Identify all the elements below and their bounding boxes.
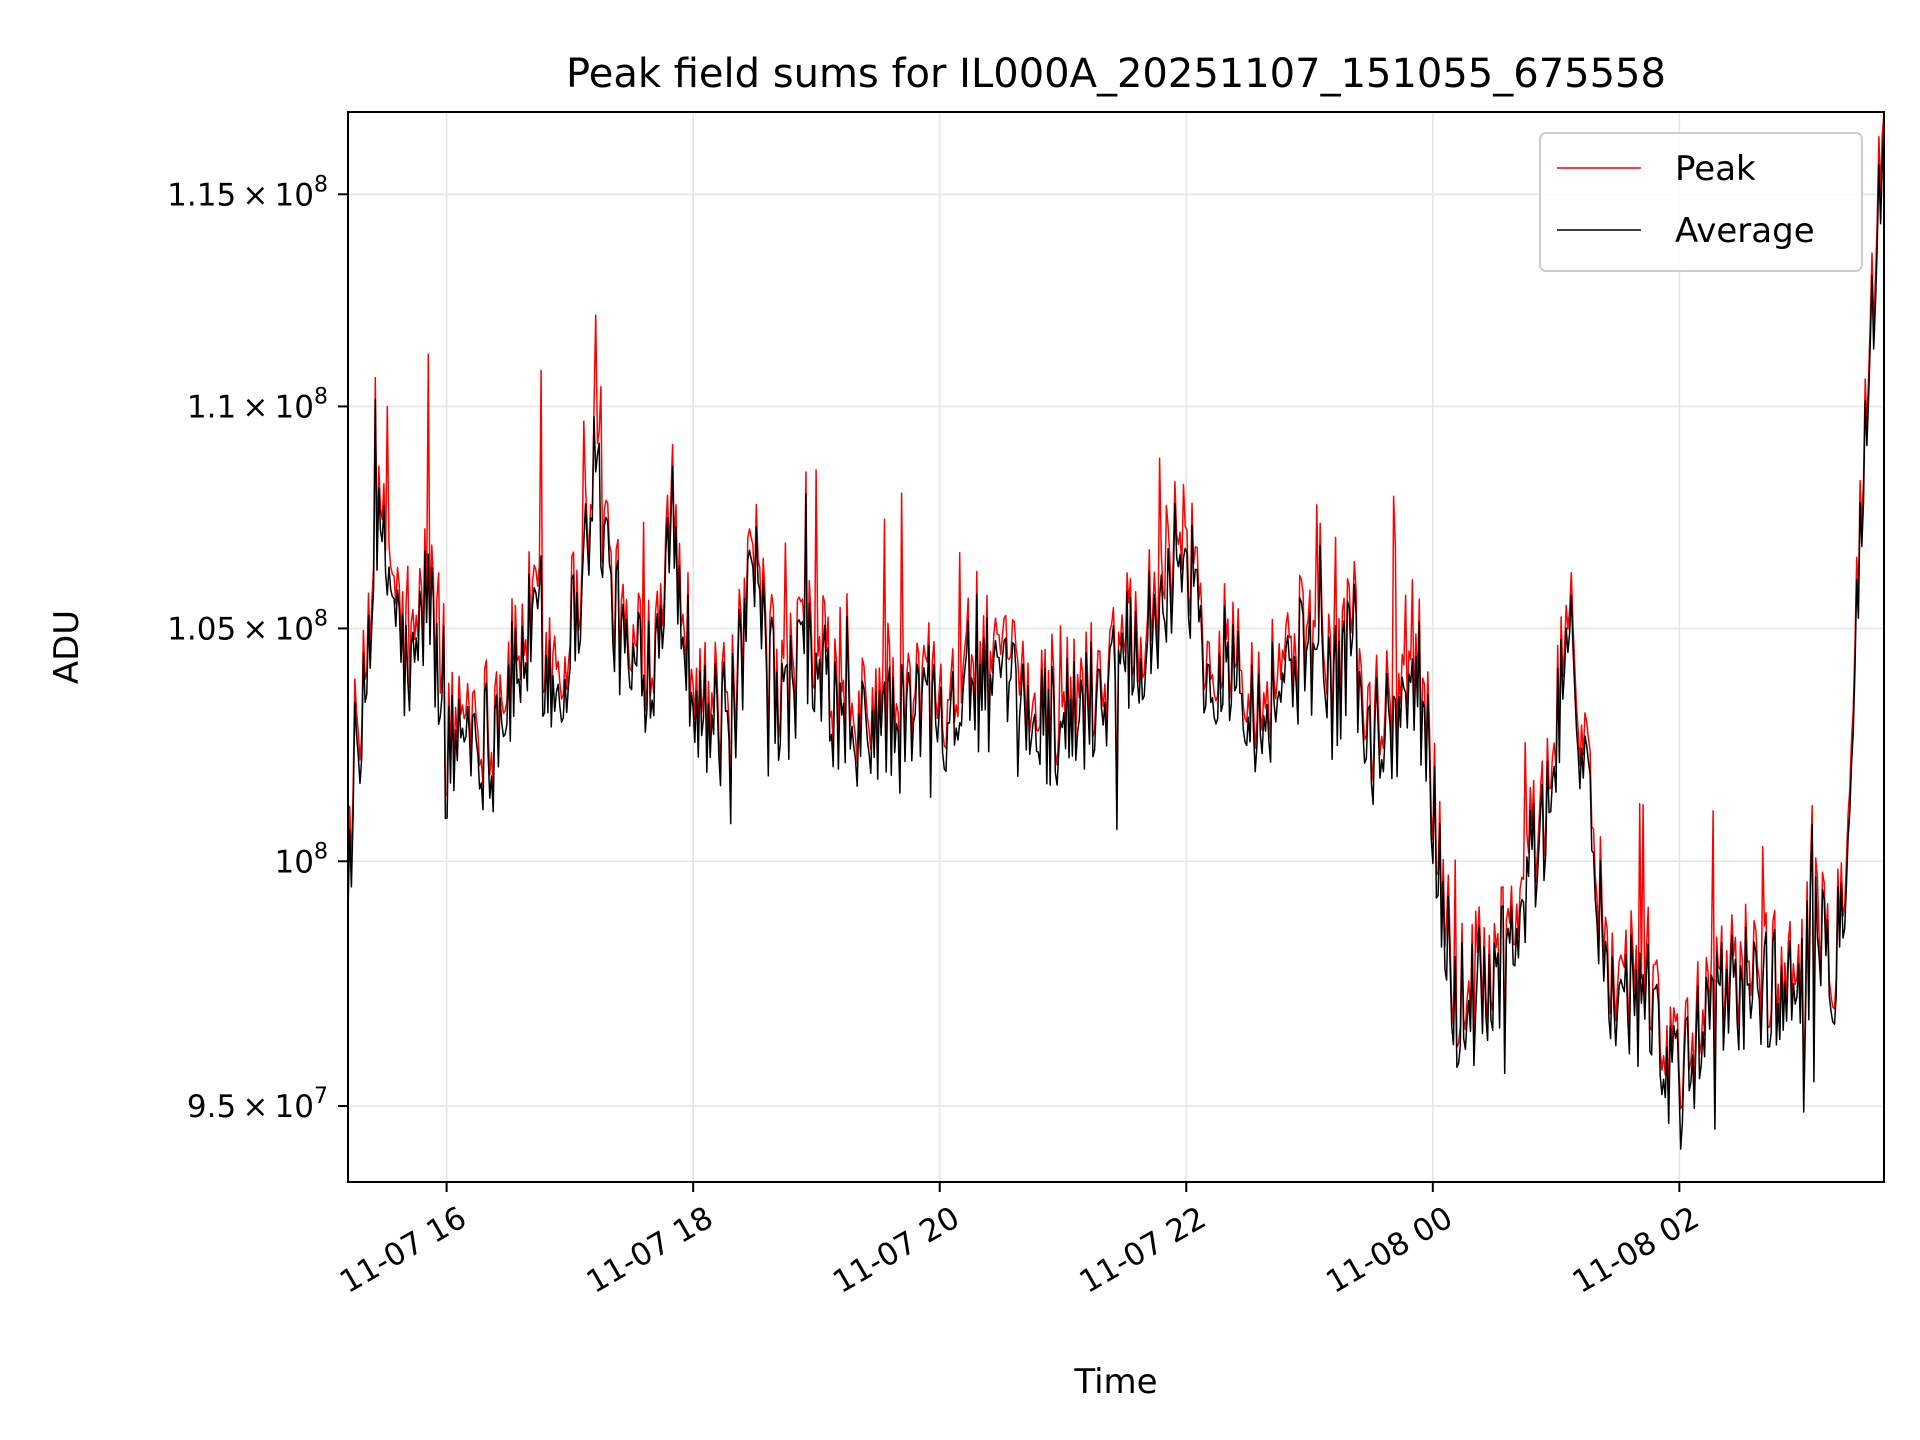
plot-frame (347, 111, 1885, 1183)
chart-title: Peak field sums for IL000A_20251107_1510… (566, 51, 1666, 97)
y-tick-label: 1.15 × 108 (167, 172, 328, 213)
y-axis: 9.5 × 107 108 1.05 × 108 1.1 × 108 1.15 × 10… (167, 172, 348, 1125)
x-tick-label: 11-07 22 (1074, 1200, 1213, 1301)
series-group (347, 114, 1885, 1150)
x-tick-label: 11-07 16 (334, 1200, 473, 1301)
x-tick-label: 11-07 18 (580, 1200, 719, 1301)
x-axis-label: Time (1073, 1362, 1157, 1402)
legend-label-peak: Peak (1675, 149, 1756, 189)
y-axis-label: ADU (47, 610, 87, 684)
x-tick-label: 11-08 02 (1567, 1200, 1706, 1301)
grid (348, 112, 1884, 1182)
y-tick-label: 9.5 × 107 (187, 1084, 328, 1125)
x-tick-label: 11-08 00 (1320, 1200, 1459, 1301)
legend-label-average: Average (1675, 211, 1815, 251)
legend: Peak Average (1539, 132, 1863, 272)
x-tick-label: 11-07 20 (827, 1200, 966, 1301)
series-line-average (347, 124, 1885, 1150)
y-tick-label: 1.05 × 108 (167, 606, 328, 647)
y-tick-label: 1.1 × 108 (187, 384, 328, 425)
y-tick-label: 108 (275, 839, 328, 880)
x-axis: 11-07 16 11-07 18 11-07 20 11-07 22 11-08 00… (334, 1182, 1705, 1301)
